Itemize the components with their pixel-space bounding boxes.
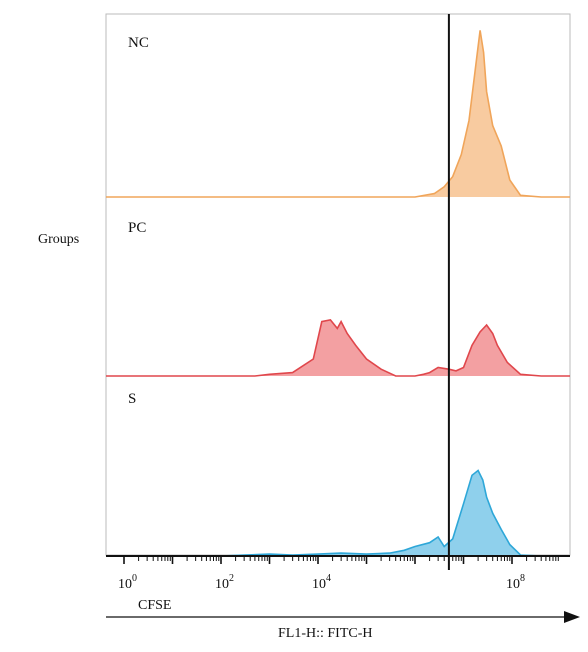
series-label-nc: NC <box>128 35 149 51</box>
series-layer <box>106 30 570 557</box>
x-tick-label: 100 <box>118 573 137 592</box>
series-line-pc <box>106 319 570 377</box>
x-tick-label: 102 <box>215 573 234 592</box>
x-axis-name: CFSE <box>138 598 171 613</box>
series-label-pc: PC <box>128 220 146 236</box>
series-label-s: S <box>128 391 136 407</box>
series-area-pc <box>124 319 542 376</box>
x-tick-labels: 100 102 104 108 <box>118 573 525 592</box>
series-area-nc <box>124 30 542 198</box>
series-line-nc <box>106 30 570 198</box>
y-axis-label: Groups <box>38 232 79 247</box>
x-ticks <box>123 556 559 564</box>
x-arrow-head <box>564 611 580 623</box>
x-axis-label: FL1-H:: FITC-H <box>278 626 373 641</box>
plot-frame <box>105 13 571 556</box>
x-tick-label: 104 <box>312 573 331 592</box>
series-area-s <box>124 470 542 556</box>
x-tick-label: 108 <box>506 573 525 592</box>
